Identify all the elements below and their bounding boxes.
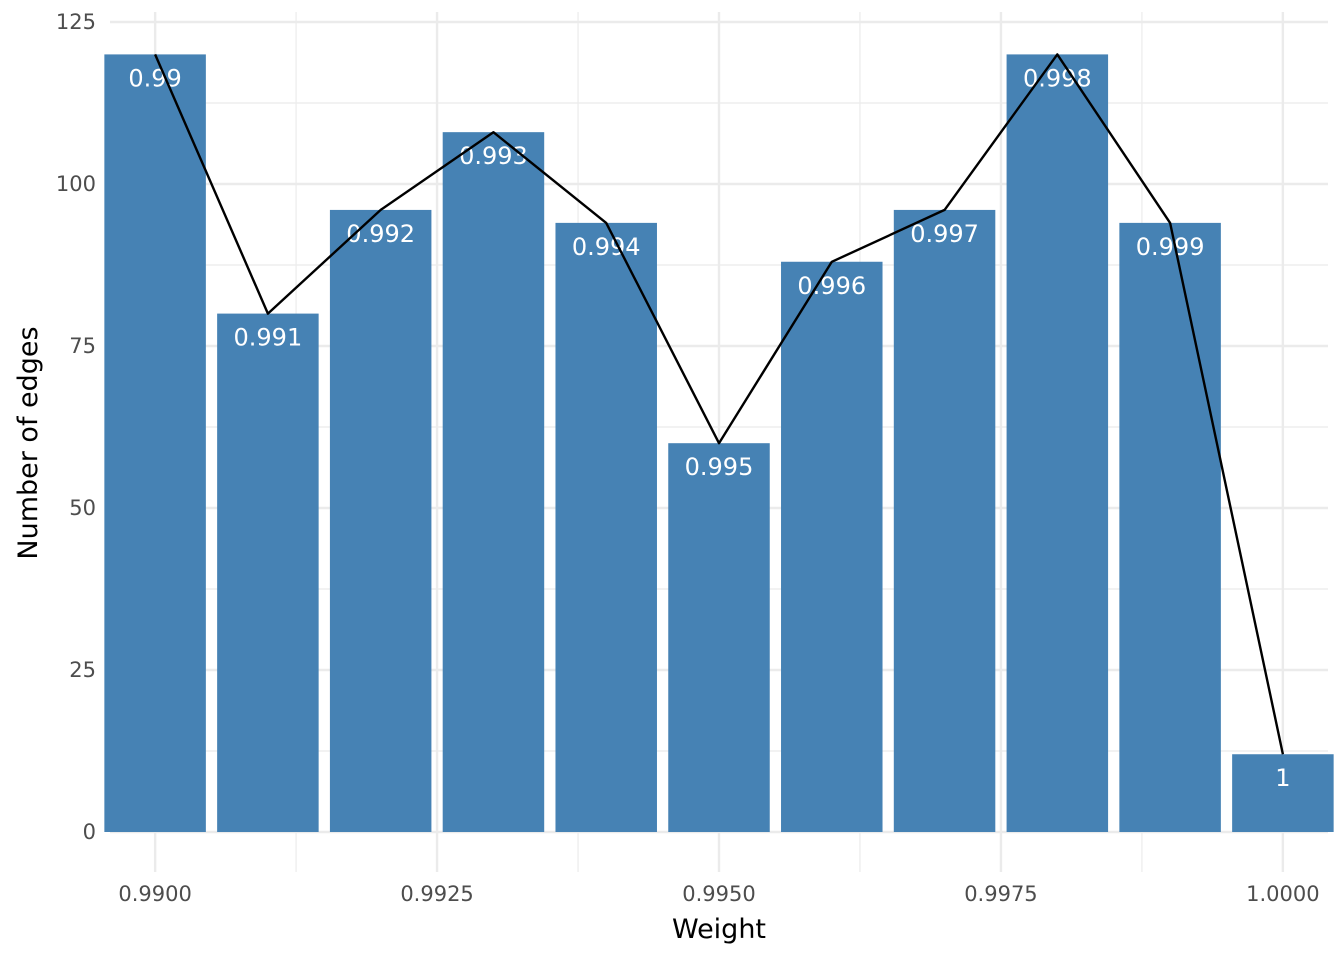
bar-label: 0.99 — [128, 64, 181, 92]
bar — [217, 313, 319, 833]
y-tick-label: 50 — [69, 496, 96, 520]
bar-label: 0.999 — [1136, 233, 1205, 261]
trend-line — [153, 53, 1285, 755]
bar-label: 0.997 — [910, 220, 979, 248]
bar-label: 0.993 — [459, 142, 528, 170]
bar-labels: 0.99 0.991 0.992 0.993 0.994 0.995 0.996 0.997 0… — [128, 64, 1290, 792]
bar — [555, 222, 657, 832]
y-tick-label: 0 — [83, 820, 96, 844]
bar — [668, 443, 770, 832]
y-tick-label: 100 — [56, 172, 96, 196]
x-axis-title: Weight — [672, 914, 766, 945]
bar-label: 0.996 — [797, 272, 866, 300]
y-tick-label: 75 — [69, 334, 96, 358]
y-axis-ticks: 0 25 50 75 100 125 — [56, 10, 96, 844]
x-tick-label: 0.9900 — [118, 882, 191, 906]
bars — [104, 54, 1334, 833]
y-axis-title: Number of edges — [13, 326, 44, 559]
x-tick-label: 0.9950 — [682, 882, 755, 906]
x-tick-label: 0.9975 — [964, 882, 1037, 906]
bar-label: 0.991 — [234, 324, 303, 352]
bar-label: 1 — [1275, 764, 1290, 792]
y-tick-label: 25 — [69, 658, 96, 682]
bar — [893, 209, 996, 833]
bar-label: 0.995 — [685, 453, 754, 481]
bar — [1006, 54, 1109, 832]
x-tick-label: 0.9925 — [400, 882, 473, 906]
bar-label: 0.994 — [572, 233, 641, 261]
y-tick-label: 125 — [56, 10, 96, 34]
bar — [329, 209, 432, 833]
x-tick-label: 1.0000 — [1246, 882, 1319, 906]
x-axis-ticks: 0.9900 0.9925 0.9950 0.9975 1.0000 — [118, 882, 1319, 906]
bar — [104, 54, 206, 832]
trend-line-group — [153, 53, 1285, 755]
bar — [781, 261, 883, 832]
bar — [1232, 754, 1334, 832]
bar — [1119, 222, 1221, 832]
bar — [442, 132, 545, 832]
bar-label: 0.992 — [346, 220, 415, 248]
